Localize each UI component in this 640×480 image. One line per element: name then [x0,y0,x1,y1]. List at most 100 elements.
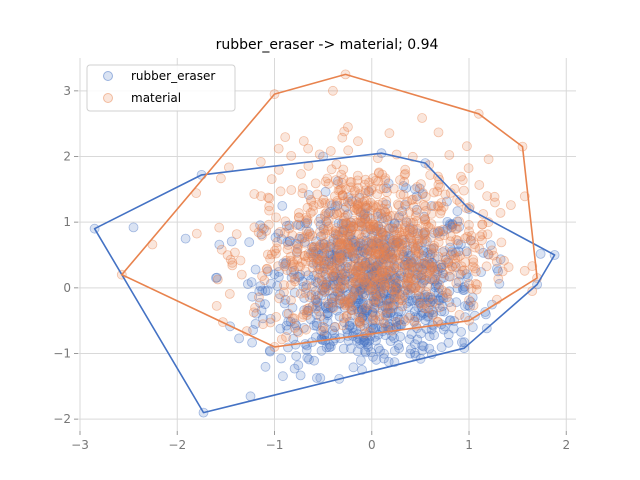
data-point [379,348,389,359]
data-point [353,273,364,284]
data-point [481,261,492,272]
data-point [417,292,428,303]
data-point [303,248,314,259]
data-point [323,178,334,189]
data-point [466,235,477,246]
data-point [350,277,361,288]
data-point [392,223,403,234]
data-point [443,337,454,348]
data-point [353,182,364,193]
data-point [477,229,488,240]
data-point [356,221,367,232]
data-point [356,284,367,295]
data-point [360,174,371,185]
data-point [364,248,374,259]
data-point [319,242,330,253]
data-point [371,223,382,234]
data-point [387,303,398,314]
data-point [404,296,415,307]
data-point [255,156,266,167]
data-point [415,310,426,321]
data-point [393,219,404,230]
data-point [391,262,402,273]
data-point [437,301,448,312]
data-point [377,267,388,278]
data-point [333,283,344,294]
data-point [376,226,387,237]
data-point [222,250,233,261]
data-point [482,229,493,240]
data-point [319,329,330,340]
data-point [362,305,373,316]
data-point [295,370,306,381]
data-point [352,277,363,288]
data-point [381,308,392,319]
data-point [256,229,267,240]
data-point [306,274,317,285]
data-point [300,287,311,298]
data-point [362,211,373,222]
data-point [399,246,410,257]
data-point [409,202,420,213]
data-point [374,248,385,259]
data-point [370,262,381,273]
data-point [427,257,438,268]
data-point [380,253,390,264]
data-point [281,320,292,331]
data-point [385,246,396,257]
data-point [389,263,400,274]
data-point [327,302,338,312]
data-point [369,294,380,305]
data-point [269,245,280,256]
data-point [259,275,270,286]
data-point [338,279,349,290]
data-point [429,287,440,297]
data-point [328,262,339,273]
data-point [329,328,340,339]
data-point [370,263,381,274]
data-point [401,298,412,309]
data-point [411,268,422,279]
data-point [375,278,386,289]
data-point [310,294,321,305]
data-point [373,282,384,293]
data-point [383,308,394,319]
data-point [389,299,400,310]
data-point [347,196,357,207]
data-point [256,191,267,202]
data-point [338,174,349,185]
data-point [399,316,410,327]
data-point [372,291,383,302]
data-point [362,300,373,311]
data-point [379,267,390,278]
data-point [380,310,391,321]
data-point [373,278,384,289]
data-point [319,225,330,236]
data-point [191,228,202,239]
data-point [343,243,354,254]
data-point [433,201,444,212]
data-point [432,266,443,277]
data-point [304,231,314,242]
data-point [401,217,412,228]
data-point [429,274,440,285]
data-point [451,234,462,245]
data-point [266,278,276,289]
data-point [383,178,394,189]
data-point [425,297,436,308]
data-point [379,239,390,250]
data-point [302,218,313,229]
data-point [362,248,373,259]
data-point [410,282,421,293]
data-point [355,237,366,248]
data-point [406,195,417,206]
data-point [340,202,351,213]
data-point [318,242,329,253]
data-point [463,219,474,230]
data-point [353,307,364,318]
data-point [324,258,335,269]
data-point [382,272,393,283]
data-point [410,293,421,304]
data-point [419,211,430,222]
data-point [334,287,345,298]
